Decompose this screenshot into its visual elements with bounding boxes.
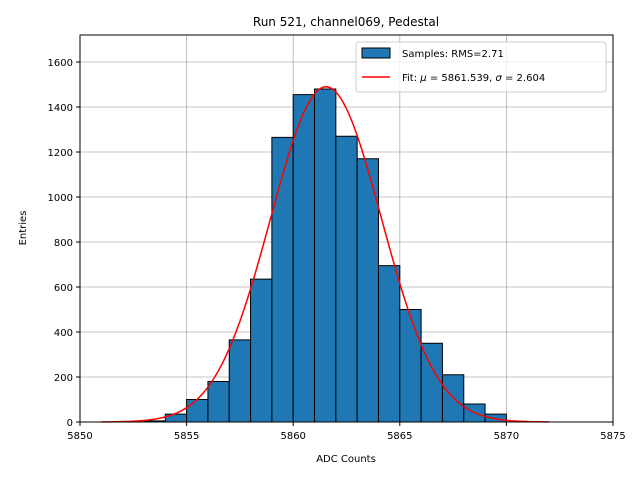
legend-label-fit: Fit: μ = 5861.539, σ = 2.604	[402, 73, 545, 84]
y-tick-label: 1400	[48, 103, 73, 114]
histogram-bar	[186, 399, 209, 423]
histogram-bar	[420, 342, 443, 423]
histogram-bar	[271, 136, 294, 423]
legend-fit-mu-value: = 5861.539,	[427, 73, 496, 84]
y-tick-label: 400	[54, 328, 73, 339]
x-tick-label: 5850	[67, 431, 92, 442]
y-tick-label: 1200	[48, 148, 73, 159]
histogram-bar	[314, 88, 337, 423]
histogram-bar	[399, 309, 422, 423]
fit-curve	[101, 86, 550, 423]
legend: Samples: RMS=2.71 Fit: μ = 5861.539, σ =…	[355, 41, 607, 93]
chart-title: Run 521, channel069, Pedestal	[253, 15, 439, 29]
x-tick-label: 5860	[280, 431, 305, 442]
legend-fit-mu-symbol: μ	[419, 73, 426, 84]
y-tick-label: 800	[54, 238, 73, 249]
y-tick-label: 1600	[48, 58, 73, 69]
histogram-bar	[207, 381, 230, 423]
y-axis: 0 200 400 600 800 1000 1200 1400 1600	[48, 58, 80, 429]
legend-label-samples: Samples: RMS=2.71	[402, 49, 504, 60]
histogram-bar	[335, 135, 358, 423]
legend-swatch-samples	[361, 47, 391, 59]
legend-fit-sigma-value: = 2.604	[502, 73, 545, 84]
legend-fit-prefix: Fit:	[402, 73, 420, 84]
x-tick-label: 5865	[387, 431, 412, 442]
y-axis-label: Entries	[18, 211, 29, 246]
histogram-bar	[250, 278, 273, 423]
y-tick-label: 200	[54, 373, 73, 384]
legend-box	[355, 41, 607, 93]
x-tick-label: 5875	[600, 431, 625, 442]
x-tick-label: 5855	[174, 431, 199, 442]
plot-frame	[79, 34, 614, 423]
x-axis-label: ADC Counts	[316, 454, 376, 465]
y-tick-label: 600	[54, 283, 73, 294]
x-tick-label: 5870	[494, 431, 519, 442]
y-tick-label: 1000	[48, 193, 73, 204]
histogram-bars	[143, 88, 507, 423]
legend-fit-sigma-symbol: σ	[495, 73, 502, 84]
histogram-bar	[292, 94, 316, 423]
x-axis: 5850 5855 5860 5865 5870 5875	[67, 422, 626, 442]
histogram-bar	[377, 265, 401, 423]
histogram-bar	[228, 339, 252, 423]
y-tick-label: 0	[67, 418, 73, 429]
